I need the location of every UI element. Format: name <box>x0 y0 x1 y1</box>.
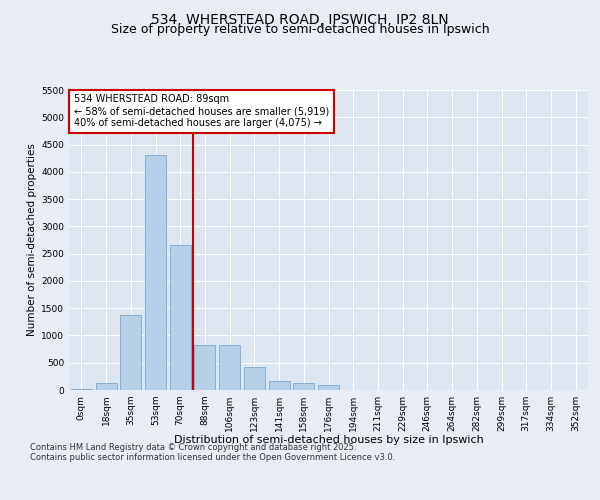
Bar <box>145 156 166 390</box>
Bar <box>219 346 240 390</box>
Bar <box>244 367 265 390</box>
Bar <box>170 246 191 390</box>
Bar <box>95 383 116 390</box>
Bar <box>194 346 215 390</box>
Bar <box>120 314 141 390</box>
Bar <box>318 385 339 390</box>
Bar <box>269 380 290 390</box>
Text: Contains HM Land Registry data © Crown copyright and database right 2025.
Contai: Contains HM Land Registry data © Crown c… <box>30 442 395 462</box>
Text: Size of property relative to semi-detached houses in Ipswich: Size of property relative to semi-detach… <box>110 22 490 36</box>
Text: 534 WHERSTEAD ROAD: 89sqm
← 58% of semi-detached houses are smaller (5,919)
40% : 534 WHERSTEAD ROAD: 89sqm ← 58% of semi-… <box>74 94 329 128</box>
Text: 534, WHERSTEAD ROAD, IPSWICH, IP2 8LN: 534, WHERSTEAD ROAD, IPSWICH, IP2 8LN <box>151 12 449 26</box>
Bar <box>293 384 314 390</box>
Y-axis label: Number of semi-detached properties: Number of semi-detached properties <box>27 144 37 336</box>
X-axis label: Distribution of semi-detached houses by size in Ipswich: Distribution of semi-detached houses by … <box>173 436 484 446</box>
